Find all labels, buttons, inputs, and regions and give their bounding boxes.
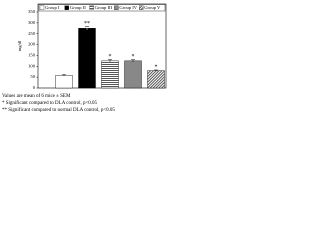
bar: [55, 75, 73, 89]
legend-swatch: [114, 5, 119, 10]
bar: [78, 28, 96, 89]
legend-swatch: [39, 5, 45, 10]
y-tick-label: 150: [28, 52, 36, 57]
y-tick-label: 0: [33, 85, 36, 90]
legend-label: Group II: [70, 5, 86, 10]
y-tick-label: 50: [30, 74, 35, 79]
significance-marker: *: [155, 64, 158, 70]
bar: [124, 60, 142, 89]
legend-label: Group III: [95, 5, 113, 10]
y-tick-label: 100: [28, 63, 36, 68]
significance-marker: *: [132, 54, 135, 60]
bar: [101, 60, 119, 89]
y-tick-label: 300: [28, 20, 36, 25]
legend-label: Group V: [144, 5, 161, 10]
y-axis-label: mg/dl: [17, 40, 22, 51]
significance-marker: **: [84, 21, 90, 27]
y-tick-label: 200: [28, 42, 36, 47]
legend-swatch: [139, 5, 144, 10]
page: {"chart_data": {"type": "bar", "ylabel":…: [2, 3, 167, 114]
legend-label: Group I: [45, 5, 60, 10]
chart: mg/dl 0 50 100 150 200 250 300 350 Group I Group …: [2, 3, 167, 113]
footnote: ** Significant compared to normal DLA co…: [2, 108, 115, 113]
y-tick-label: 250: [28, 31, 36, 36]
legend-swatch: [89, 5, 94, 10]
legend-swatch: [64, 5, 69, 10]
footnote: Values are mean of 6 mice ± SEM: [2, 94, 71, 99]
bar: [147, 70, 165, 89]
legend-frame: [38, 4, 166, 12]
legend-label: Group IV: [119, 5, 137, 10]
footnote: * Significant compared to DLA control, p…: [2, 101, 98, 106]
significance-marker: *: [109, 54, 112, 60]
y-tick-label: 350: [28, 9, 36, 14]
